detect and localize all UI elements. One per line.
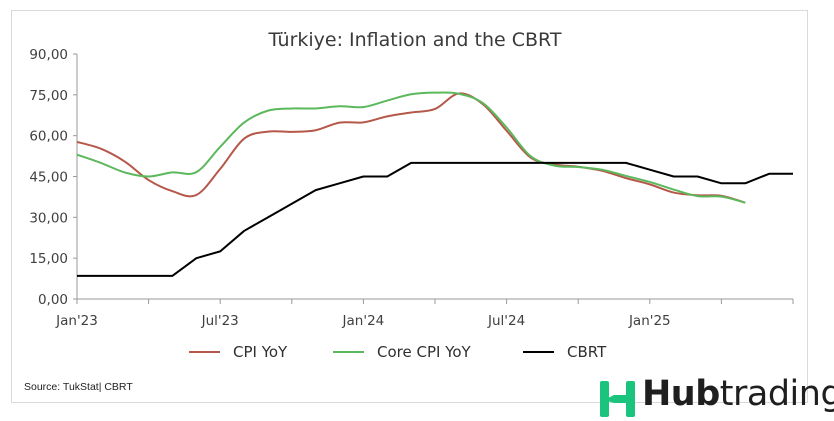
- series-line-core-cpi-yoy: [76, 91, 746, 204]
- y-tick-label: 30,00: [29, 210, 68, 226]
- x-tick-label: Jan'23: [55, 313, 98, 329]
- legend: CPI YoY Core CPI YoY CBRT: [189, 343, 607, 361]
- y-tick-label: 60,00: [29, 129, 68, 145]
- chart-frame: [11, 10, 808, 403]
- y-tick-label: 0,00: [38, 292, 68, 308]
- x-tick-label: Jan'24: [342, 313, 385, 329]
- brand-name: Hubtrading: [642, 374, 834, 414]
- series-lines: [76, 91, 793, 277]
- series-line-cbrt: [77, 161, 793, 277]
- series-line-cpi-yoy: [76, 92, 746, 204]
- x-tick-label: Jan'25: [628, 313, 671, 329]
- legend-label-cpi-yoy: CPI YoY: [233, 343, 288, 361]
- y-tick-label: 15,00: [29, 251, 68, 267]
- chart-title: Türkiye: Inflation and the CBRT: [268, 29, 562, 51]
- x-tick-label: Jul'24: [487, 313, 525, 329]
- axes: 0,00 15,00 30,00 45,00 60,00 75,00 90,00 Jan'23…: [29, 47, 794, 329]
- y-tick-label: 90,00: [29, 47, 68, 63]
- legend-label-core-cpi-yoy: Core CPI YoY: [377, 343, 472, 361]
- y-tick-label: 75,00: [29, 88, 68, 104]
- x-tick-label: Jul'23: [201, 313, 239, 329]
- legend-label-cbrt: CBRT: [567, 343, 607, 361]
- y-tick-label: 45,00: [29, 170, 68, 186]
- source-note: Source: TukStat| CBRT: [24, 381, 133, 393]
- hubtrading-logo-icon: [600, 381, 635, 417]
- brand-logo: Hubtrading: [598, 374, 834, 421]
